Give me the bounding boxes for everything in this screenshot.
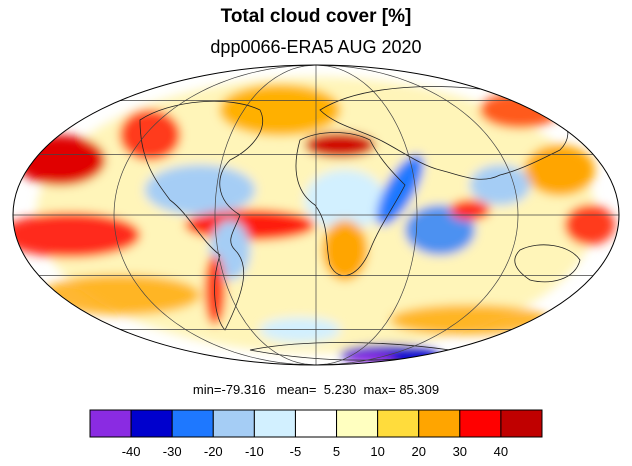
- colorbar-tick-label: -5: [290, 444, 302, 459]
- colorbar-swatch: [89, 409, 132, 438]
- coastline-americas: [139, 100, 263, 331]
- colorbar-tick-label: 10: [370, 444, 384, 459]
- coastline-africa: [295, 132, 406, 276]
- anomaly-region: [120, 110, 180, 160]
- colorbar-swatch: [377, 409, 420, 438]
- colorbar-swatch: [459, 409, 502, 438]
- colorbar-swatch: [418, 409, 461, 438]
- anomaly-region: [220, 85, 340, 135]
- map-border: [12, 64, 620, 366]
- graticule: [13, 65, 619, 365]
- anomaly-region: [470, 165, 530, 205]
- max-label: max=: [363, 382, 396, 397]
- anomaly-region: [260, 318, 340, 342]
- coastline-eurasia: [319, 86, 569, 180]
- coastlines: [139, 86, 581, 361]
- colorbar-swatch: [212, 409, 255, 438]
- coastline-australia: [514, 244, 581, 283]
- colorbar-swatch: [253, 409, 296, 438]
- statistics-line: min=-79.316 mean= 5.230 max= 85.309: [0, 382, 632, 397]
- colorbar-tick-label: 30: [453, 444, 467, 459]
- min-value: -79.316: [221, 382, 266, 397]
- anomaly-region: [40, 275, 200, 315]
- anomaly-region: [525, 145, 595, 195]
- colorbar-swatch: [171, 409, 214, 438]
- anomaly-region: [323, 220, 367, 280]
- colorbar-tick-label: 40: [494, 444, 508, 459]
- anomaly-region: [13, 213, 140, 257]
- colorbar-tick-label: -20: [204, 444, 223, 459]
- anomaly-region: [305, 133, 375, 157]
- colorbar-swatch: [336, 409, 379, 438]
- colorbar-tick-label: -40: [122, 444, 141, 459]
- colorbar-tick-label: 5: [333, 444, 340, 459]
- mean-value: 5.230: [323, 382, 357, 397]
- colorbar-tick-label: -30: [163, 444, 182, 459]
- colorbar-tick-label: -10: [245, 444, 264, 459]
- anomaly-region: [205, 255, 225, 325]
- min-label: min=: [192, 382, 222, 397]
- colorbar-swatch: [500, 409, 543, 438]
- max-value: 85.309: [399, 382, 440, 397]
- colorbar-swatch: [130, 409, 173, 438]
- anomaly-region: [376, 154, 424, 226]
- map-title: Total cloud cover [%]: [220, 6, 412, 27]
- map-subtitle: dpp0066-ERA5 AUG 2020: [210, 37, 422, 57]
- anomaly-region: [390, 305, 550, 335]
- mean-label: mean=: [276, 382, 317, 397]
- colorbar-tick-label: 20: [411, 444, 425, 459]
- colorbar-swatch: [294, 409, 338, 438]
